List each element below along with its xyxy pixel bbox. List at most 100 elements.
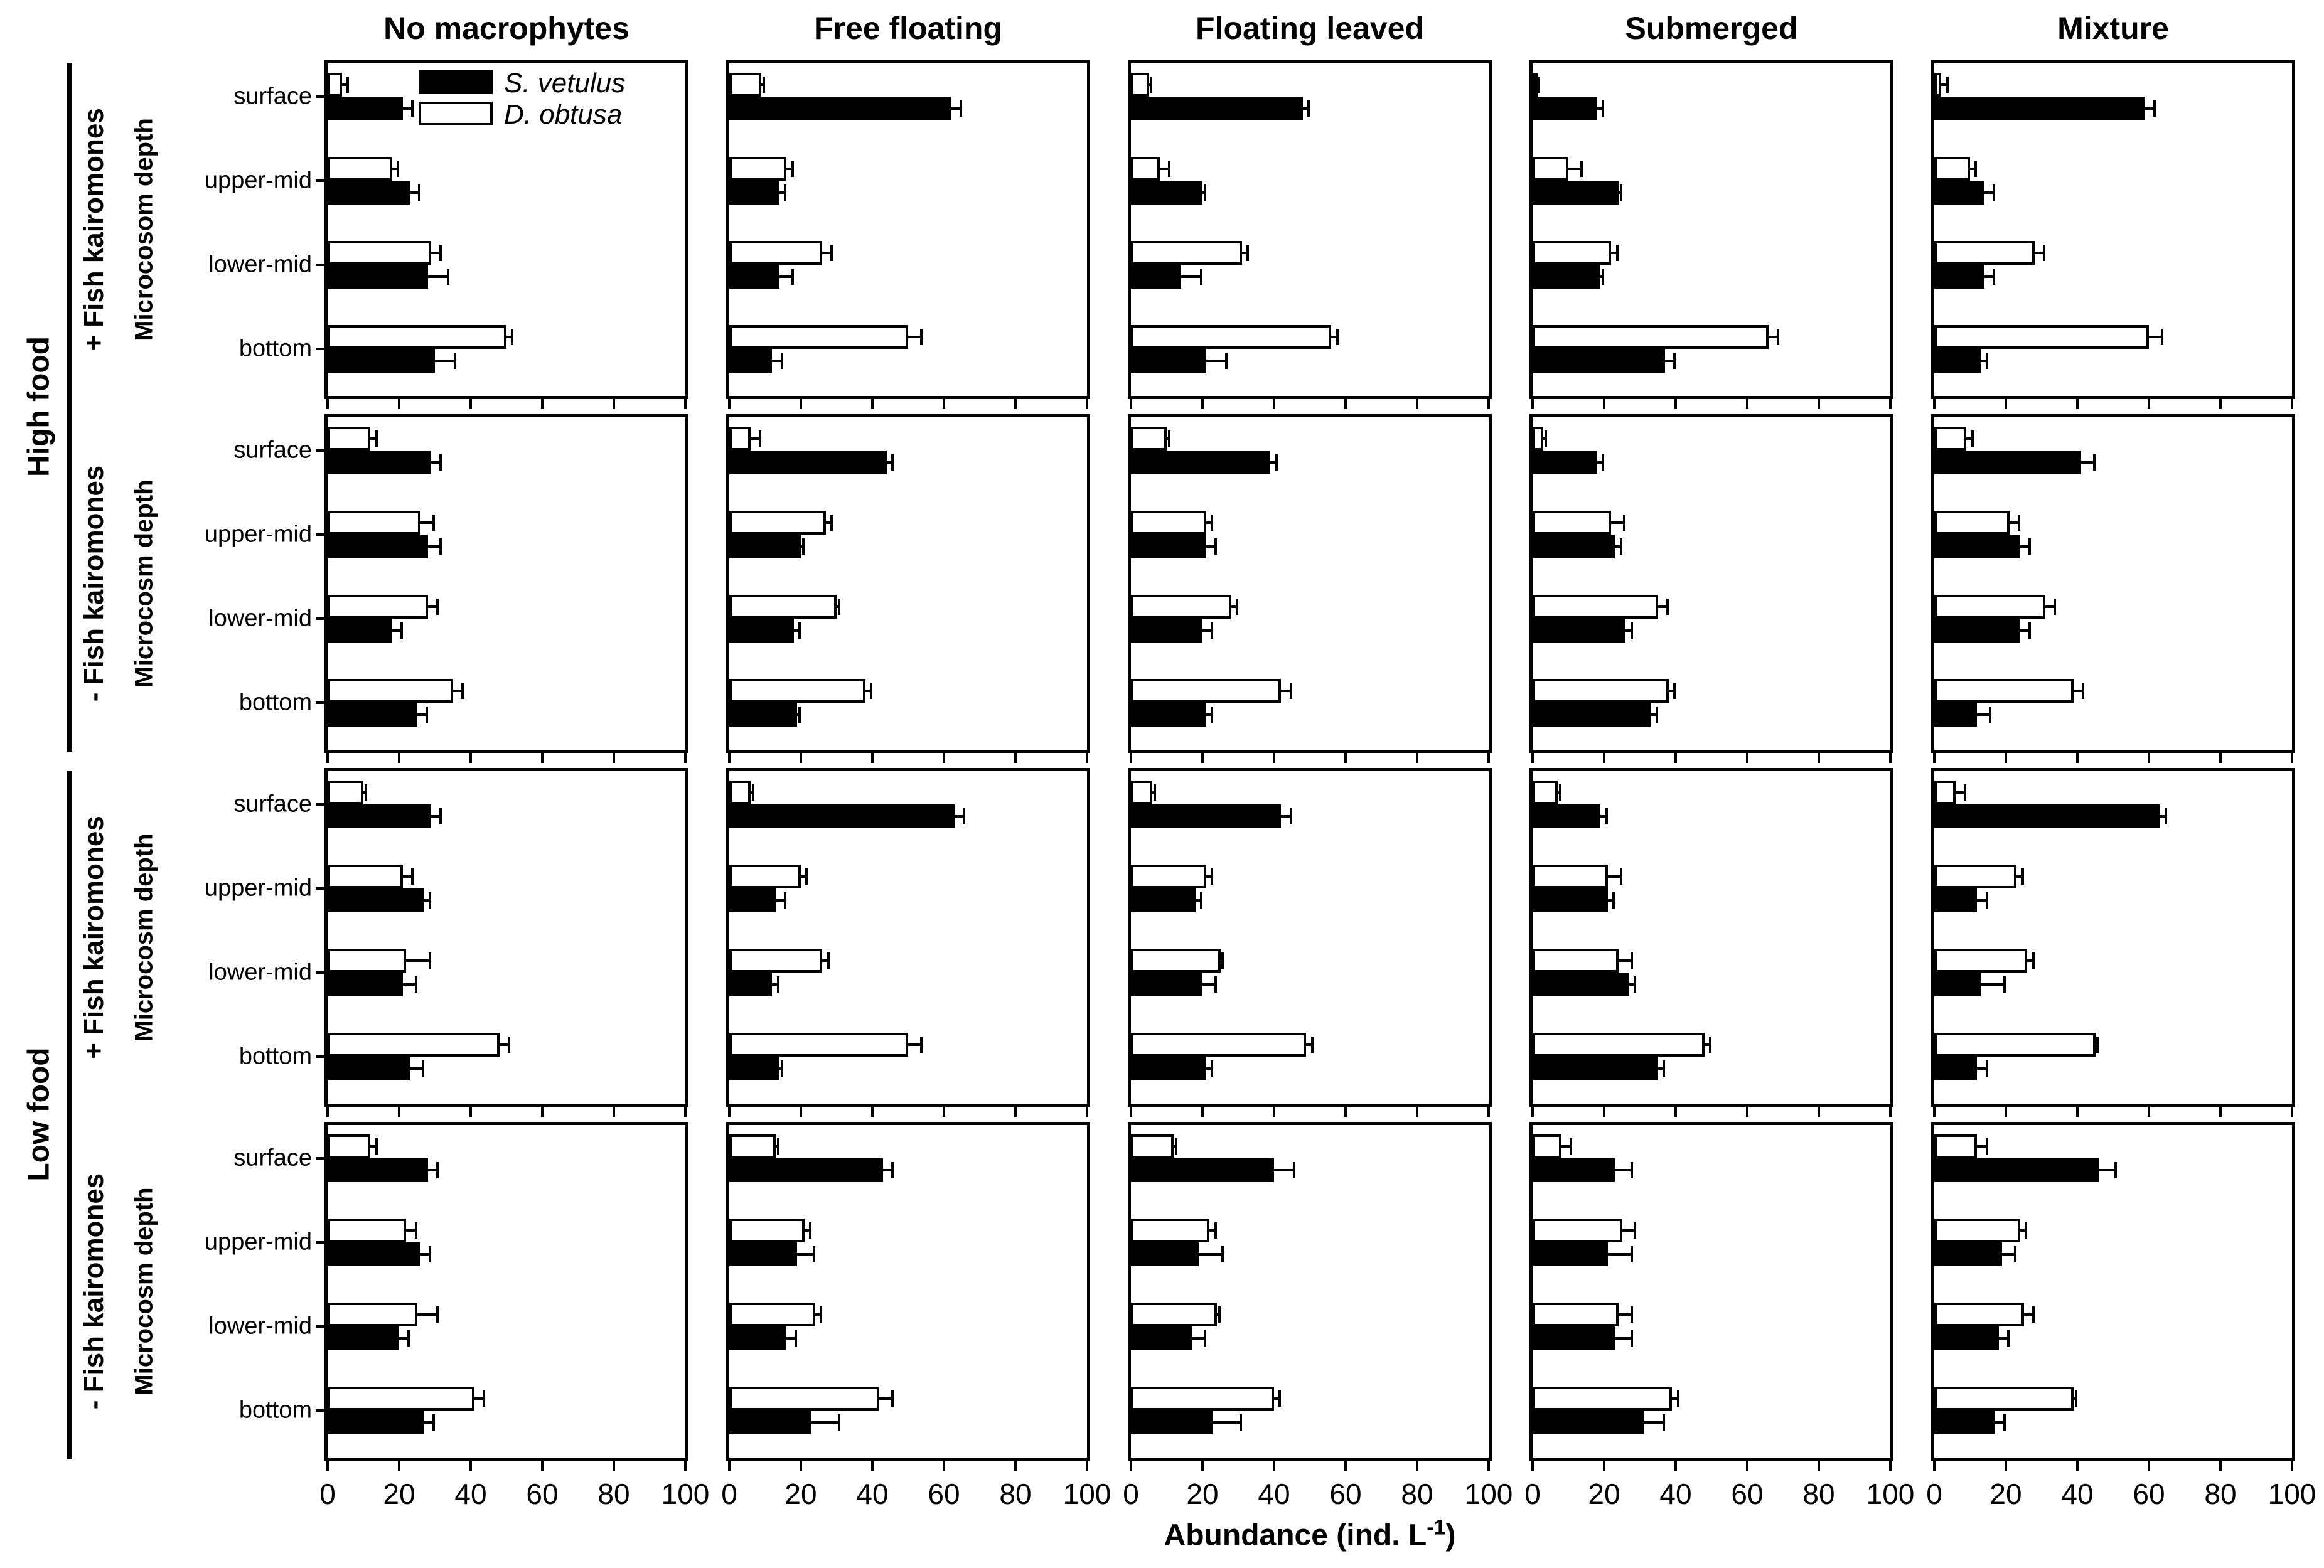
error-bar-d-obtusa [1206,875,1214,878]
error-bar-s-vetulus-cap [410,100,414,117]
error-bar-d-obtusa-cap [1673,683,1676,699]
x-tick-label: 100 [1866,1478,1915,1510]
bar-s-vetulus [328,1326,399,1350]
error-bar-s-vetulus [1274,1169,1296,1171]
error-bar-d-obtusa [2027,959,2035,962]
error-bar-s-vetulus [1981,360,1988,362]
bar-d-obtusa [328,325,506,349]
error-bar-s-vetulus-cap [2092,454,2096,471]
x-tick-label: 60 [1329,1478,1362,1510]
error-bar-d-obtusa-cap [1278,1390,1282,1407]
x-tick-label: 60 [2133,1478,2165,1510]
x-axis-tick [2148,753,2150,763]
depth-tick-label: lower-mid [208,1313,312,1340]
y-axis-tick [316,179,324,182]
bar-d-obtusa [1533,1033,1705,1057]
error-bar-s-vetulus-cap [1985,353,1988,369]
depth-tick-label: surface [233,83,312,110]
error-bar-d-obtusa-cap [2025,1222,2028,1239]
x-axis-tick [684,1107,687,1117]
x-axis-tick [2076,399,2079,409]
bar-d-obtusa [1131,595,1231,619]
error-bar-s-vetulus-cap [446,269,449,285]
error-bar-d-obtusa [406,1229,417,1232]
x-axis-tick [943,753,945,763]
error-bar-s-vetulus [420,1253,432,1256]
error-bar-d-obtusa-cap [507,1037,510,1053]
error-bar-d-obtusa [1618,1313,1633,1316]
bar-s-vetulus [729,265,779,289]
microcosm-depth-label-row1: Microcosom depth [130,118,158,341]
x-axis-tick [469,1461,472,1471]
x-tick-label: 100 [2268,1478,2316,1510]
bar-s-vetulus [729,1326,787,1350]
error-bar-s-vetulus [2080,461,2096,464]
error-bar-s-vetulus [1202,629,1214,632]
error-bar-s-vetulus [776,899,787,902]
x-axis-tick [1531,1461,1534,1471]
error-bar-d-obtusa-cap [375,1138,378,1155]
x-axis-tick [326,1461,329,1471]
error-bar-s-vetulus [427,275,449,278]
error-bar-s-vetulus-cap [1655,707,1658,723]
x-axis-tick [1674,399,1677,409]
bar-s-vetulus [729,703,798,727]
x-axis-tick [398,1461,400,1471]
error-bar-d-obtusa [822,959,830,962]
depth-tick-label: bottom [238,335,312,362]
bar-s-vetulus [1533,619,1626,643]
error-bar-d-obtusa-cap [1676,1390,1679,1407]
error-bar-d-obtusa-cap [1218,1306,1221,1323]
error-bar-s-vetulus-cap [1275,454,1278,471]
error-bar-s-vetulus-cap [784,184,787,201]
error-bar-s-vetulus [392,629,403,632]
error-bar-s-vetulus-cap [429,1246,432,1262]
error-bar-s-vetulus-cap [798,707,801,723]
error-bar-d-obtusa-cap [1153,784,1156,801]
bar-d-obtusa [328,73,342,97]
bar-s-vetulus [1533,1326,1615,1350]
x-tick-label: 40 [856,1478,889,1510]
x-axis-tick [1487,399,1490,409]
error-bar-d-obtusa [815,1313,823,1316]
error-bar-s-vetulus [424,899,432,902]
error-bar-s-vetulus-cap [1985,892,1988,909]
error-bar-d-obtusa [1970,168,1978,170]
error-bar-d-obtusa [1206,521,1214,524]
x-axis-tick [2219,753,2222,763]
bar-d-obtusa [1131,1219,1210,1242]
error-bar-d-obtusa [1657,605,1669,608]
error-bar-s-vetulus-cap [891,1162,894,1178]
bar-s-vetulus [328,1158,428,1182]
error-bar-d-obtusa [431,252,442,254]
error-bar-s-vetulus-cap [432,1414,435,1431]
x-axis-tick [2219,1107,2222,1117]
error-bar-s-vetulus [1195,899,1202,902]
error-bar-d-obtusa-cap [429,952,432,969]
bar-d-obtusa [729,679,865,703]
error-bar-d-obtusa [908,1043,923,1046]
x-axis-tick [398,753,400,763]
depth-tick-label: bottom [238,1043,312,1070]
x-axis-tick [1889,399,1892,409]
bar-s-vetulus [1533,451,1597,474]
x-axis-label-suffix: ) [1445,1518,1456,1552]
error-bar-s-vetulus-cap [2003,1414,2006,1431]
error-bar-d-obtusa-cap [410,868,414,885]
x-axis-tick [2005,1461,2007,1471]
bar-d-obtusa [1934,865,2017,888]
error-bar-d-obtusa [2034,252,2045,254]
error-bar-d-obtusa [1672,1397,1679,1400]
error-bar-s-vetulus [2002,1253,2017,1256]
bar-s-vetulus [1934,97,2146,120]
bar-s-vetulus [1131,265,1181,289]
bar-d-obtusa [1131,1387,1274,1411]
x-tick-label: 100 [661,1478,710,1510]
error-bar-d-obtusa-cap [1974,161,1978,177]
error-bar-s-vetulus [797,1253,815,1256]
error-bar-d-obtusa-cap [1211,868,1214,885]
error-bar-s-vetulus-cap [407,1330,410,1347]
error-bar-s-vetulus [427,545,442,548]
x-axis-label-sup: -1 [1427,1515,1446,1540]
x-axis-tick [613,399,615,409]
